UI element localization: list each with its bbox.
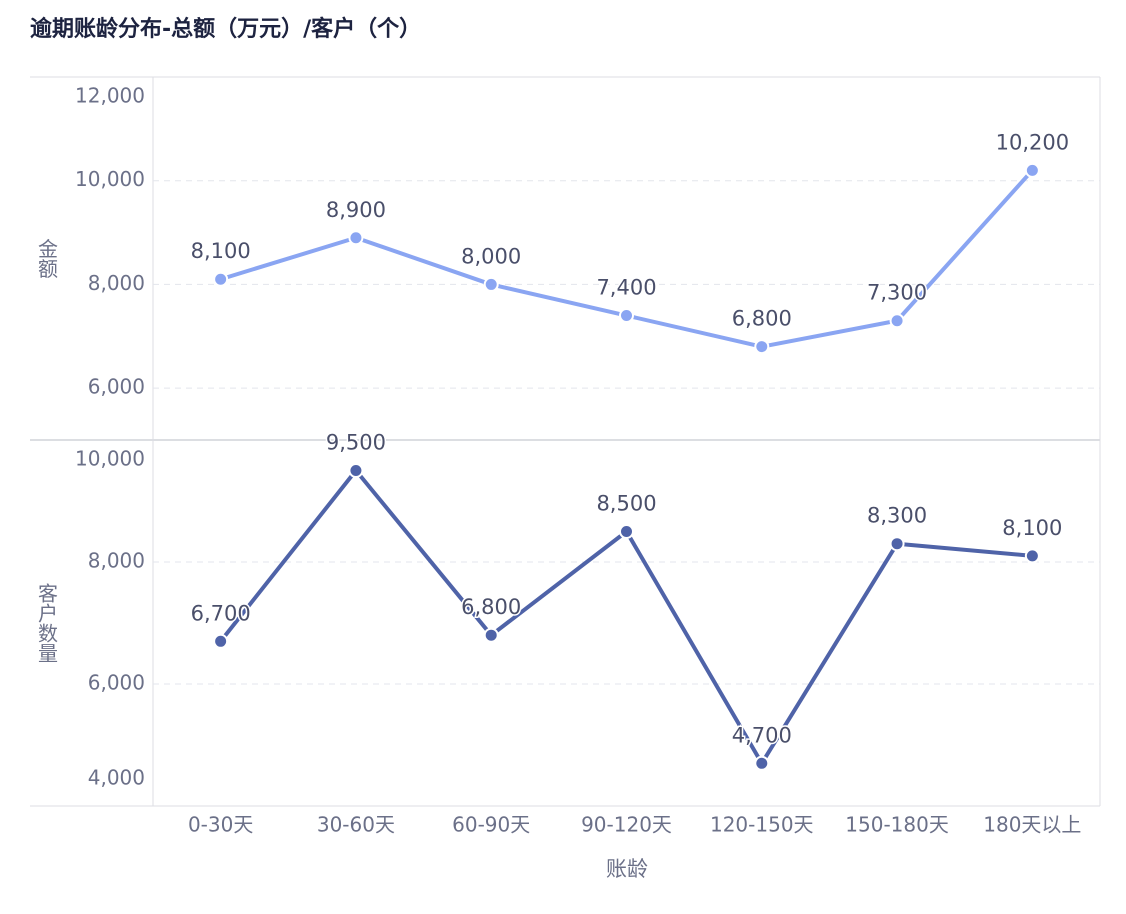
data-point [754, 339, 770, 355]
x-tick-label: 90-120天 [581, 813, 672, 837]
data-label: 7,400 [596, 276, 656, 300]
data-label: 8,000 [461, 244, 521, 268]
data-point [483, 627, 499, 643]
data-label: 8,500 [596, 492, 656, 516]
x-tick-label: 30-60天 [317, 813, 395, 837]
y-tick-label: 12,000 [75, 84, 145, 108]
x-tick-label: 150-180天 [845, 813, 949, 837]
data-point [1024, 162, 1040, 178]
data-label: 6,800 [461, 595, 521, 619]
x-tick-label: 60-90天 [452, 813, 530, 837]
y-tick-label: 8,000 [88, 271, 145, 295]
data-label: 8,100 [191, 239, 251, 263]
x-axis-title: 账龄 [606, 857, 648, 881]
data-label: 10,200 [996, 130, 1069, 154]
y-tick-label: 8,000 [88, 549, 145, 573]
data-point [348, 463, 364, 478]
data-label: 6,800 [732, 307, 792, 331]
x-tick-label: 180天以上 [983, 813, 1081, 837]
x-tick-label: 0-30天 [188, 813, 253, 837]
data-label: 6,700 [191, 601, 251, 625]
data-label: 8,100 [1002, 516, 1062, 540]
y-tick-label: 6,000 [88, 671, 145, 695]
y-axis-title: 金额 [35, 238, 59, 278]
data-point [483, 276, 499, 292]
data-point [754, 755, 770, 771]
y-tick-label: 10,000 [75, 447, 145, 471]
data-point [889, 536, 905, 552]
data-label: 7,300 [867, 281, 927, 305]
data-label: 9,500 [326, 431, 386, 455]
data-label: 8,900 [326, 198, 386, 222]
data-point [889, 313, 905, 329]
data-point [619, 524, 634, 539]
y-tick-label: 10,000 [75, 167, 145, 191]
data-point [348, 230, 364, 246]
y-tick-label: 6,000 [88, 375, 145, 399]
y-tick-label: 4,000 [88, 766, 145, 790]
y-axis-title: 客户数量 [35, 583, 59, 663]
data-point [619, 308, 634, 324]
data-label: 4,700 [732, 723, 792, 747]
data-label: 8,300 [867, 504, 927, 528]
data-point [213, 271, 229, 287]
data-point [1024, 548, 1040, 564]
data-point [213, 633, 229, 649]
chart-title: 逾期账龄分布-总额（万元）/客户（个） [30, 16, 421, 42]
x-tick-label: 120-150天 [710, 813, 814, 837]
